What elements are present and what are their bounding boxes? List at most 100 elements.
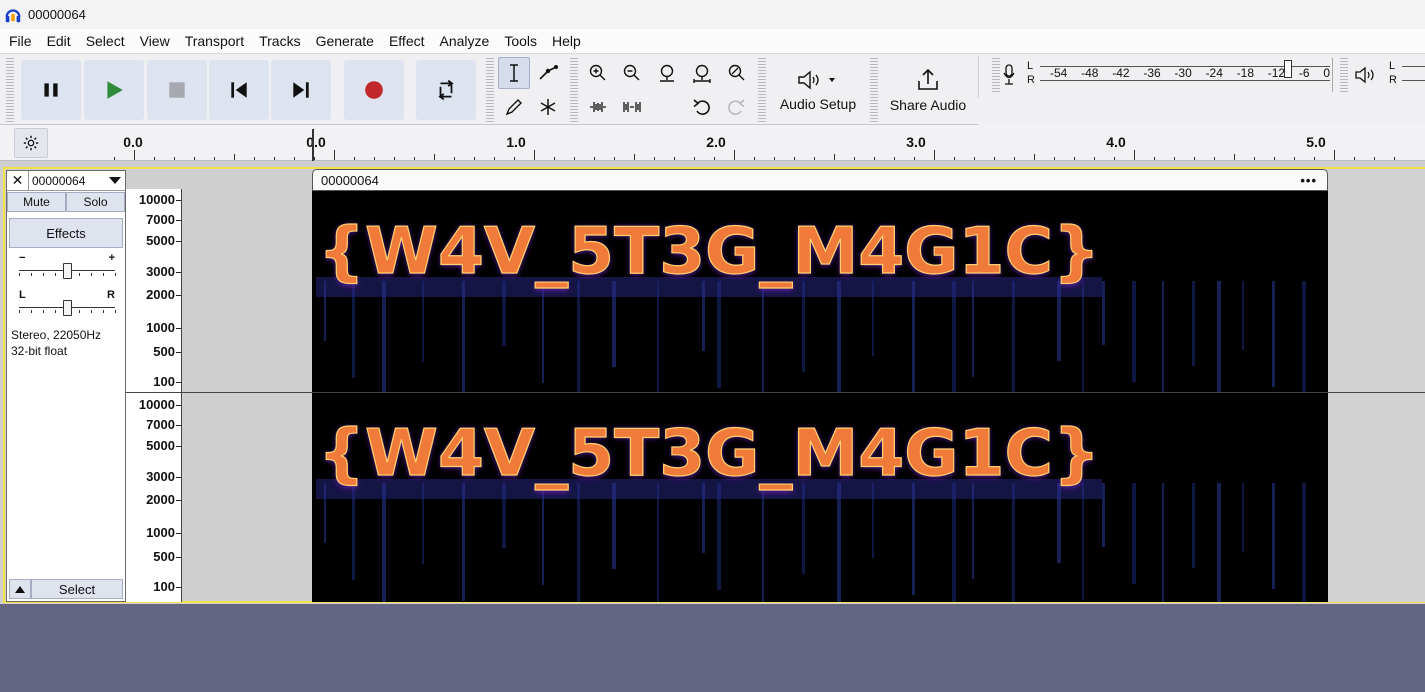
gain-slider-thumb[interactable] <box>63 263 72 279</box>
toolbar-grip[interactable] <box>992 58 1000 92</box>
toolbar-grip[interactable] <box>570 58 578 122</box>
fit-selection-button[interactable] <box>651 57 683 89</box>
track-control-panel[interactable]: ✕ 00000064 Mute Solo Effects − + L R Ste… <box>6 170 126 602</box>
ruler-label: 3.0 <box>906 134 926 150</box>
menu-select[interactable]: Select <box>85 33 125 49</box>
menu-analyze[interactable]: Analyze <box>439 33 490 49</box>
toolbar-separator <box>978 56 979 124</box>
zoom-in-button[interactable] <box>582 57 614 89</box>
multi-tool-button[interactable] <box>532 91 564 123</box>
menu-file[interactable]: File <box>9 33 32 49</box>
meter-bar <box>1040 80 1330 81</box>
audio-setup-button[interactable]: Audio Setup <box>772 58 864 122</box>
meter-scale-label: -18 <box>1236 66 1254 80</box>
toolbar-grip[interactable] <box>486 58 494 122</box>
ruler-tick <box>1234 154 1235 160</box>
i-beam-icon <box>510 64 518 82</box>
spectrogram-streak <box>1082 483 1084 600</box>
chevron-down-icon[interactable] <box>109 177 121 184</box>
empty-project-area[interactable] <box>0 604 1425 692</box>
pause-button[interactable] <box>21 60 81 120</box>
frequency-tick <box>176 587 181 588</box>
recording-meter[interactable]: L R -54 -48 -42 -36 -30 -24 -18 -12 -6 0… <box>992 58 1425 94</box>
solo-button[interactable]: Solo <box>66 192 125 212</box>
timeline-ruler[interactable]: 0.0 0.0 1.0 2.0 3.0 4.0 5.0 <box>0 125 1425 161</box>
mute-button[interactable]: Mute <box>7 192 66 212</box>
draw-tool-button[interactable] <box>498 91 530 123</box>
stop-icon <box>169 82 185 98</box>
frequency-tick <box>176 295 181 296</box>
pan-slider[interactable]: L R <box>19 289 116 318</box>
menu-help[interactable]: Help <box>552 33 581 49</box>
spectrogram-right-channel[interactable]: {W4V_5T3G_M4G1C} {W4V_5T3G_M4G1C} <box>312 393 1328 602</box>
menu-tools[interactable]: Tools <box>504 33 537 49</box>
share-audio-button[interactable]: Share Audio <box>882 58 974 122</box>
track-name-menu[interactable]: 00000064 <box>32 173 86 188</box>
slider-tick <box>91 273 92 276</box>
zoom-toggle-button[interactable] <box>720 57 752 89</box>
toolbar-grip[interactable] <box>870 58 878 122</box>
close-track-button[interactable]: ✕ <box>7 171 29 190</box>
redo-button[interactable] <box>720 91 752 123</box>
select-track-button[interactable]: Select <box>31 579 123 599</box>
collapse-track-button[interactable] <box>9 579 31 599</box>
ruler-tick <box>1274 157 1275 160</box>
zoom-selection-icon <box>660 64 674 82</box>
frequency-axis-right-channel[interactable]: 10000 7000 5000 3000 2000 1000 500 100 <box>126 393 182 602</box>
share-audio-label: Share Audio <box>889 97 967 113</box>
track-area[interactable]: ✕ 00000064 Mute Solo Effects − + L R Ste… <box>0 161 1425 604</box>
record-button[interactable] <box>344 60 404 120</box>
pan-slider-thumb[interactable] <box>63 300 72 316</box>
toolbar-grip[interactable] <box>6 58 14 122</box>
track-format-line: Stereo, 22050Hz <box>11 328 102 342</box>
spectrogram-streak <box>802 281 805 372</box>
meter-slider-thumb[interactable] <box>1284 60 1292 78</box>
spectrogram-streak <box>422 483 424 564</box>
empty-track-region[interactable] <box>1328 393 1425 602</box>
gain-slider[interactable]: − + <box>19 252 116 281</box>
skip-to-start-button[interactable] <box>209 60 269 120</box>
timeline-options-button[interactable] <box>14 128 48 158</box>
zoom-out-button[interactable] <box>616 57 648 89</box>
ruler-tick <box>974 157 975 160</box>
ruler-tick <box>134 150 135 160</box>
menu-transport[interactable]: Transport <box>184 33 245 49</box>
clip-header[interactable]: 00000064 ••• <box>312 169 1328 191</box>
chevron-up-icon <box>15 586 25 593</box>
ruler-tick <box>1194 157 1195 160</box>
menu-effect[interactable]: Effect <box>388 33 425 49</box>
audio-clip[interactable]: 00000064 ••• {W4V_5T3G_M4G1C} {W4V_5T3G_… <box>312 169 1328 602</box>
ruler-tick <box>554 157 555 160</box>
frequency-axis-left-channel[interactable]: 10000 7000 5000 3000 2000 1000 500 100 <box>126 189 182 392</box>
play-start-marker[interactable] <box>312 129 314 161</box>
play-icon <box>107 81 123 99</box>
menu-generate[interactable]: Generate <box>315 33 374 49</box>
fit-project-button[interactable] <box>686 57 718 89</box>
microphone-icon <box>1003 64 1015 85</box>
spectrogram-streak <box>1102 281 1105 345</box>
envelope-tool-button[interactable] <box>532 57 564 89</box>
play-button[interactable] <box>84 60 144 120</box>
loop-button[interactable] <box>416 60 476 120</box>
skip-to-end-button[interactable] <box>271 60 331 120</box>
menu-view[interactable]: View <box>139 33 170 49</box>
selection-tool-button[interactable] <box>498 57 530 89</box>
spectrogram-left-channel[interactable]: {W4V_5T3G_M4G1C} {W4V_5T3G_M4G1C} <box>312 191 1328 392</box>
spectrogram-streak <box>502 281 506 346</box>
empty-track-region[interactable] <box>1328 169 1425 392</box>
ruler-tick <box>1014 157 1015 160</box>
toolbar-grip[interactable] <box>758 58 766 122</box>
effects-button[interactable]: Effects <box>9 218 123 248</box>
spectrogram-streak <box>1217 483 1221 602</box>
menu-tracks[interactable]: Tracks <box>259 33 301 49</box>
stop-button[interactable] <box>147 60 207 120</box>
gear-icon <box>23 135 39 151</box>
menu-edit[interactable]: Edit <box>46 33 71 49</box>
trim-outside-button[interactable] <box>582 91 614 123</box>
clip-menu-button[interactable]: ••• <box>1300 173 1317 188</box>
silence-selection-button[interactable] <box>616 91 648 123</box>
ruler-tick <box>634 154 635 160</box>
ruler-tick <box>1394 157 1395 160</box>
toolbar-grip[interactable] <box>1340 58 1348 92</box>
undo-button[interactable] <box>686 91 718 123</box>
